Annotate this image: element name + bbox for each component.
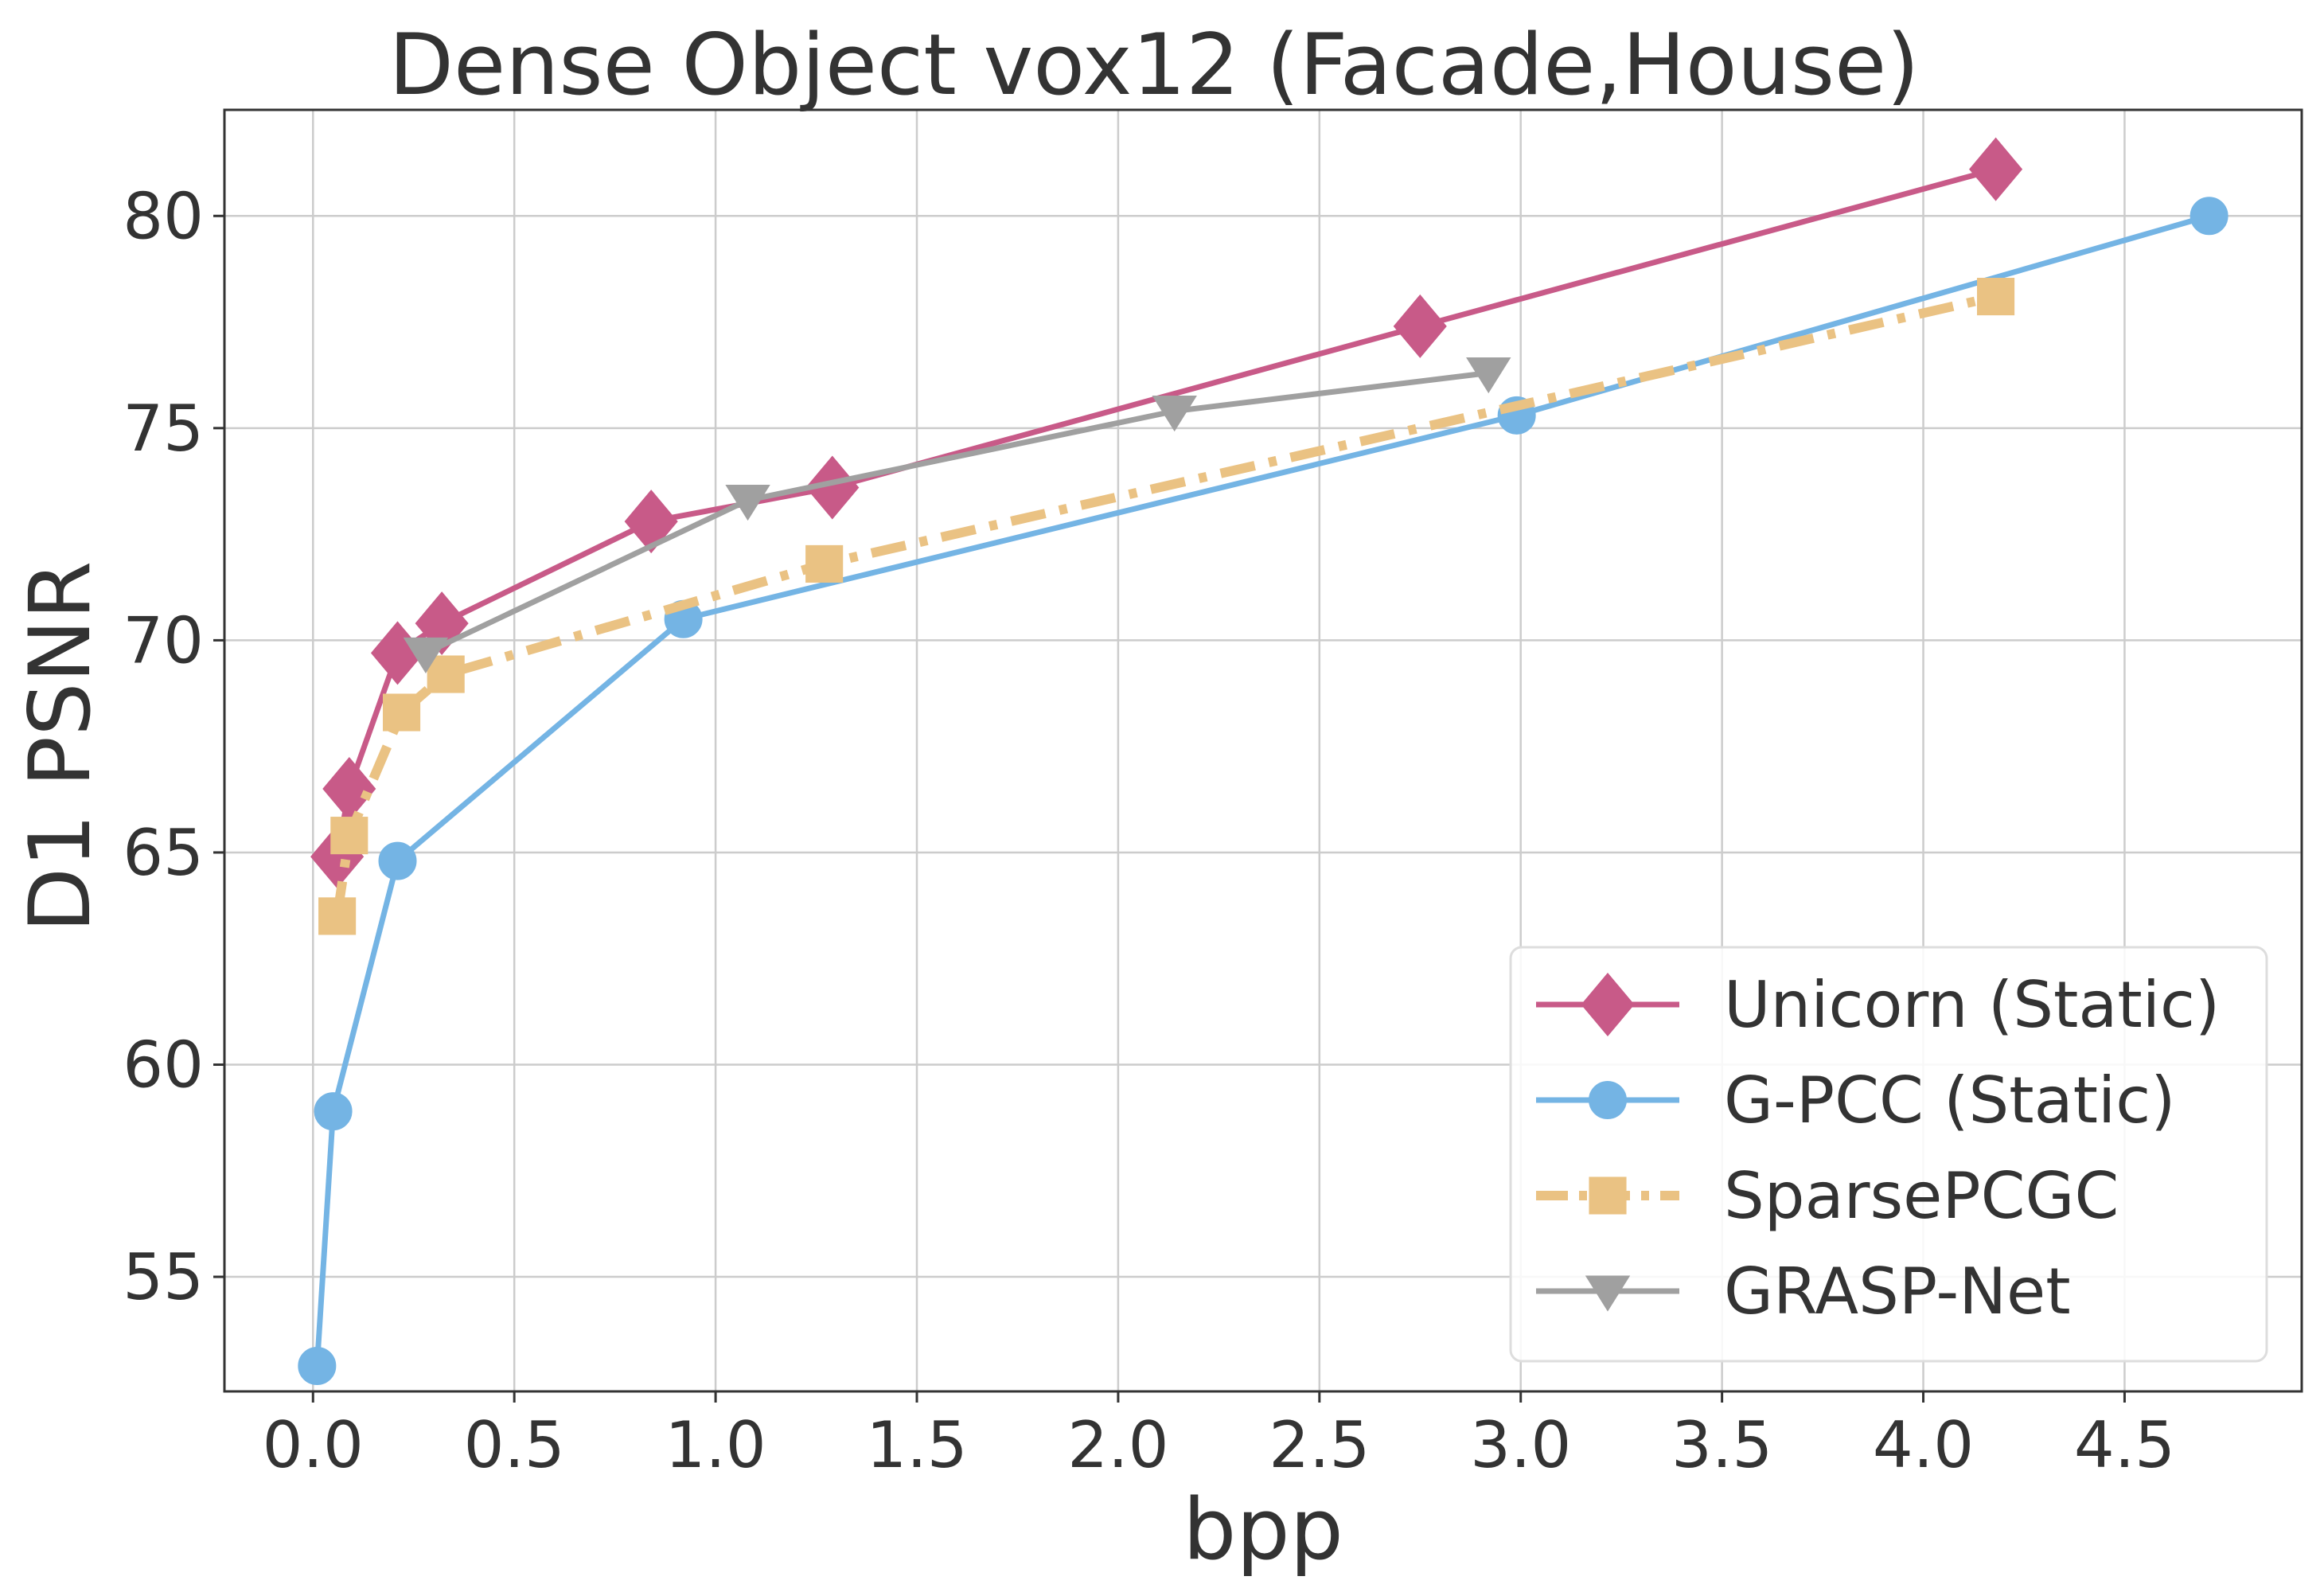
legend-label: SparsePCGC	[1724, 1159, 2119, 1233]
legend-item-sparsepcgc: SparsePCGC	[1536, 1159, 2119, 1233]
data-point	[415, 591, 469, 656]
legend-label: G-PCC (Static)	[1724, 1063, 2175, 1137]
x-tick-label: 3.5	[1671, 1408, 1772, 1482]
x-axis-label: bpp	[1183, 1481, 1343, 1578]
legend-item-unicorn-static: Unicorn (Static)	[1536, 968, 2220, 1042]
data-point	[1393, 294, 1447, 358]
series-layer	[298, 137, 2228, 1386]
series-line	[314, 213, 2210, 1367]
chart-title: Dense Object vox12 (Facade,House)	[388, 16, 1919, 114]
legend-marker	[1581, 973, 1635, 1036]
series-line	[332, 291, 1997, 917]
legend-label: GRASP-Net	[1724, 1254, 2071, 1329]
legend-item-grasp-net: GRASP-Net	[1536, 1254, 2071, 1329]
plot-frame	[223, 108, 2303, 1393]
data-point	[378, 841, 417, 880]
y-tick-label: 55	[123, 1240, 204, 1314]
data-point	[1152, 396, 1197, 432]
legend-box	[1509, 946, 2268, 1363]
y-tick-label: 80	[123, 179, 204, 253]
data-point	[624, 490, 678, 554]
x-tick-label: 2.5	[1269, 1408, 1370, 1482]
series-line	[424, 370, 1489, 656]
data-point	[427, 655, 465, 693]
x-tick-label: 0.0	[263, 1408, 364, 1482]
y-axis-label: D1 PSNR	[11, 561, 109, 933]
legend-item-g-pcc-static: G-PCC (Static)	[1536, 1063, 2175, 1137]
series-grasp-net	[403, 357, 1511, 674]
x-tick-label: 4.0	[1873, 1408, 1974, 1482]
data-point	[330, 817, 368, 855]
x-tick-label: 1.5	[866, 1408, 967, 1482]
x-tick-label: 0.5	[464, 1408, 565, 1482]
x-tick-label: 1.0	[665, 1408, 766, 1482]
data-point	[318, 897, 357, 935]
data-point	[314, 1092, 353, 1131]
y-tick-label: 75	[123, 392, 204, 466]
series-line	[334, 166, 1997, 857]
data-point	[298, 1347, 337, 1386]
y-tick-label: 70	[123, 603, 204, 677]
data-point	[725, 484, 770, 521]
legend-marker	[1589, 1081, 1627, 1119]
y-tick-label: 60	[123, 1028, 204, 1102]
y-axis-ticks: 55 60 65 70 75 80	[123, 179, 224, 1314]
legend: Unicorn (Static) G-PCC (Static) SparsePCGC…	[1509, 946, 2268, 1363]
data-point	[2189, 197, 2228, 236]
data-point	[805, 544, 844, 583]
y-tick-label: 65	[123, 816, 204, 890]
legend-label: Unicorn (Static)	[1724, 968, 2220, 1042]
x-axis-ticks: 0.0 0.5 1.0 1.5 2.0 2.5 3.0 3.5 4.0 4.5	[263, 1391, 2175, 1482]
data-point	[1466, 357, 1511, 394]
x-tick-label: 2.0	[1067, 1408, 1168, 1482]
legend-marker	[1589, 1176, 1627, 1215]
data-point	[1969, 137, 2023, 201]
x-tick-label: 3.0	[1470, 1408, 1571, 1482]
x-tick-label: 4.5	[2074, 1408, 2175, 1482]
data-point	[382, 693, 421, 732]
series-sparsepcgc	[318, 278, 2015, 935]
data-point	[403, 637, 449, 674]
data-point	[1977, 278, 2015, 316]
legend-marker	[1585, 1275, 1631, 1312]
